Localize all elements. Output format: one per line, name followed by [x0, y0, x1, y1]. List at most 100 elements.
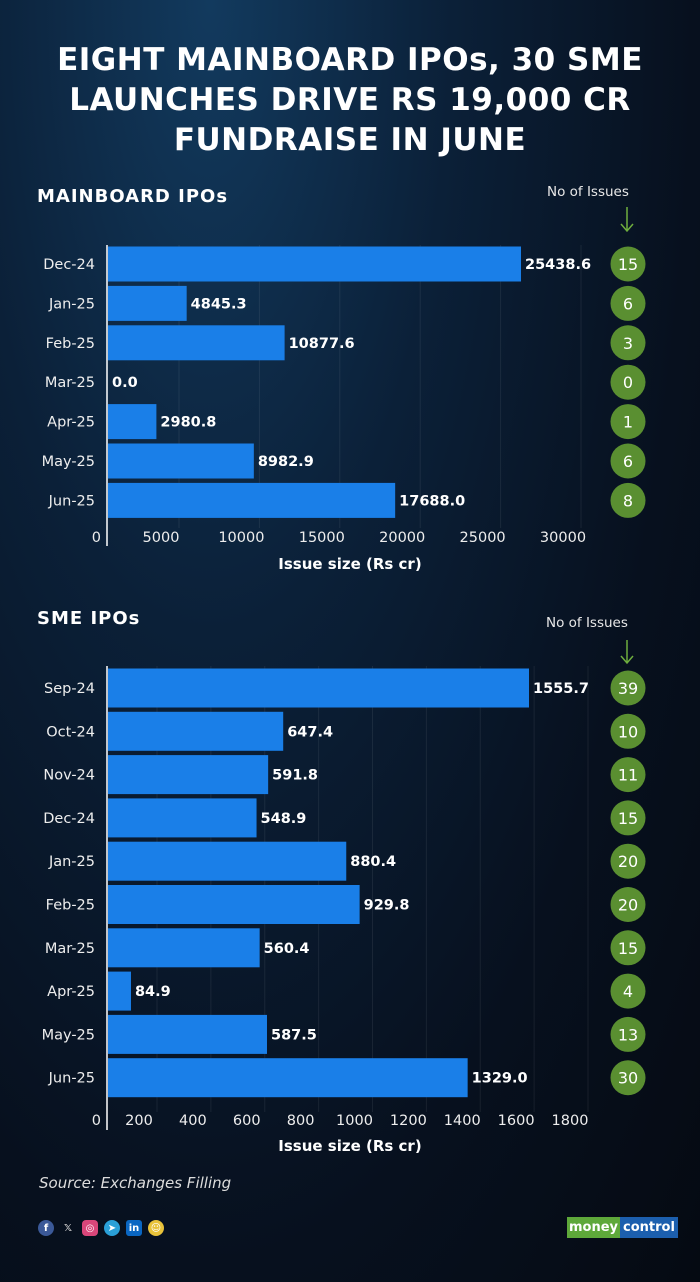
value-label: 587.5 [271, 1027, 317, 1043]
logo-part: money [567, 1217, 621, 1238]
x-tick-label: 200 [125, 1113, 153, 1129]
moneycontrol-logo: money control [567, 1217, 678, 1238]
issue-count-circle [610, 1016, 646, 1052]
bar [108, 1014, 267, 1054]
x-axis-title: Issue size (Rs cr) [278, 1137, 421, 1155]
issue-count-circle [610, 246, 646, 282]
x-tick-label: 600 [233, 1113, 261, 1129]
value-label: 880.4 [350, 854, 396, 870]
issue-count: 15 [618, 809, 638, 828]
x-tick-label: 5000 [143, 530, 180, 546]
issue-count: 11 [618, 766, 638, 785]
issue-count: 20 [618, 852, 638, 871]
x-icon[interactable]: 𝕏 [63, 1222, 73, 1234]
bar [108, 1058, 468, 1098]
category-label: Jun-25 [48, 493, 95, 509]
social-icons: f 𝕏 ◎ ➤ in ☺ [38, 1220, 164, 1236]
instagram-icon[interactable]: ◎ [82, 1220, 98, 1236]
value-label: 591.8 [272, 768, 318, 784]
value-label: 0.0 [112, 375, 138, 391]
category-label: Mar-25 [45, 375, 95, 391]
value-label: 929.8 [364, 898, 410, 914]
issue-count: 13 [618, 1025, 638, 1044]
issue-count: 10 [618, 722, 638, 741]
value-label: 647.4 [287, 724, 333, 740]
issue-count: 1 [623, 413, 633, 432]
x-tick-label: 400 [179, 1113, 207, 1129]
bar [108, 928, 260, 968]
page-title: EIGHT MAINBOARD IPOs, 30 SME LAUNCHES DR… [0, 40, 700, 160]
bar [108, 798, 257, 838]
category-label: Jun-25 [48, 1071, 95, 1087]
bar [108, 404, 157, 440]
mainboard-issues-label: No of Issues [547, 184, 629, 200]
x-tick-label: 0 [92, 530, 101, 546]
sme-heading: SME IPOs [37, 608, 141, 629]
issue-count-circle [610, 887, 646, 922]
category-label: Feb-25 [46, 898, 95, 914]
category-label: Apr-25 [47, 984, 95, 1000]
category-label: Nov-24 [43, 768, 95, 784]
value-label: 2980.8 [160, 415, 216, 431]
category-label: Sep-24 [44, 681, 95, 697]
category-label: May-25 [42, 454, 95, 470]
mainboard-heading: MAINBOARD IPOs [37, 186, 229, 207]
category-label: Dec-24 [43, 811, 95, 827]
issue-count: 30 [618, 1069, 638, 1088]
snapchat-icon[interactable]: ☺ [148, 1220, 164, 1236]
value-label: 1555.7 [533, 681, 589, 697]
value-label: 84.9 [135, 984, 171, 1000]
issue-count-circle [610, 930, 646, 966]
facebook-icon[interactable]: f [38, 1220, 54, 1236]
value-label: 8982.9 [258, 454, 314, 470]
x-tick-label: 0 [92, 1113, 101, 1129]
bar [108, 755, 269, 795]
issue-count-circle [610, 713, 646, 749]
value-label: 560.4 [264, 941, 310, 957]
source-note: Source: Exchanges Filling [39, 1174, 232, 1192]
issue-count-circle [610, 973, 646, 1009]
x-tick-label: 800 [287, 1113, 315, 1129]
bar [108, 285, 187, 321]
linkedin-icon[interactable]: in [126, 1220, 142, 1236]
bar [108, 971, 131, 1011]
issue-count-circle [610, 285, 646, 321]
issue-count-circle [610, 364, 646, 400]
bar [108, 841, 347, 881]
value-label: 17688.0 [399, 493, 465, 509]
down-arrow-icon [620, 655, 634, 665]
value-label: 548.9 [261, 811, 307, 827]
issue-count-circle [610, 325, 646, 361]
bar [108, 325, 285, 361]
x-tick-label: 10000 [218, 530, 264, 546]
issue-count-circle [610, 404, 646, 440]
x-tick-label: 1600 [498, 1113, 535, 1129]
sme-issues-label: No of Issues [546, 615, 628, 631]
issue-count: 4 [623, 982, 633, 1001]
issue-count-circle [610, 443, 646, 479]
category-label: Jan-25 [48, 296, 95, 312]
issue-count: 6 [623, 452, 633, 471]
issue-count-circle [610, 482, 646, 518]
bar [108, 668, 529, 708]
bar [108, 246, 521, 282]
x-tick-label: 30000 [540, 530, 586, 546]
x-tick-label: 25000 [460, 530, 506, 546]
category-label: Jan-25 [48, 854, 95, 870]
x-tick-label: 1000 [336, 1113, 373, 1129]
value-label: 4845.3 [191, 296, 247, 312]
x-tick-label: 1400 [444, 1113, 481, 1129]
telegram-icon[interactable]: ➤ [104, 1220, 120, 1236]
logo-part: control [620, 1217, 678, 1238]
issue-count: 39 [618, 679, 638, 698]
category-label: Oct-24 [46, 724, 95, 740]
x-tick-label: 20000 [379, 530, 425, 546]
issue-count: 15 [618, 939, 638, 958]
category-label: May-25 [42, 1027, 95, 1043]
x-axis-title: Issue size (Rs cr) [278, 555, 421, 573]
issue-count: 6 [623, 294, 633, 313]
issue-count: 20 [618, 896, 638, 915]
bar [108, 443, 254, 479]
issue-count-circle [610, 757, 646, 793]
